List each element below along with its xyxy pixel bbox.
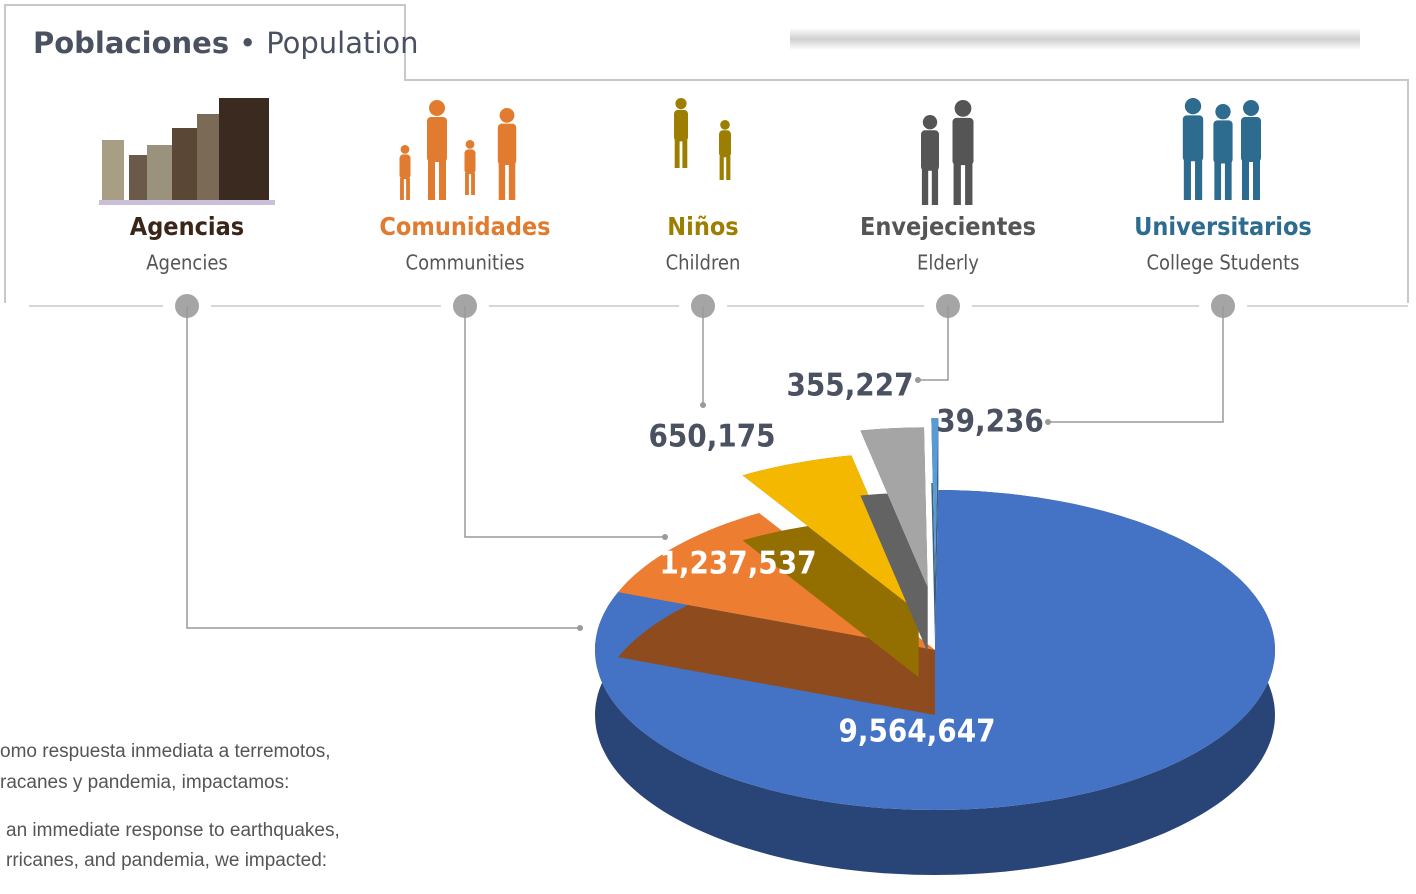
- icon-part: [1225, 162, 1232, 200]
- category-label: Niños: [667, 212, 738, 241]
- icon-part: [720, 120, 730, 130]
- icon-part: [922, 169, 928, 205]
- category-label: Envejecientes: [860, 212, 1036, 241]
- connector-end: [577, 625, 583, 631]
- icon-part: [1184, 159, 1191, 200]
- icon-part: [932, 169, 938, 205]
- icon-part: [1214, 162, 1221, 200]
- icon-part: [1253, 160, 1260, 200]
- icon-part: [99, 200, 275, 205]
- icon-part: [427, 117, 447, 162]
- icon-part: [465, 173, 469, 195]
- text-line: racanes y pandemia, impactamos:: [0, 772, 289, 793]
- icon-part: [675, 98, 686, 109]
- category-label-en: Children: [666, 251, 741, 275]
- value-label: 9,564,647: [838, 714, 995, 750]
- icon-part: [1195, 159, 1202, 200]
- icon-part: [954, 163, 961, 205]
- icon-part: [429, 100, 445, 116]
- icon-part: [1215, 104, 1230, 119]
- icon-part: [682, 140, 687, 168]
- category-label: Comunidades: [379, 212, 550, 241]
- icon-part: [147, 145, 175, 200]
- icon-part: [129, 155, 149, 200]
- icon-part: [465, 149, 476, 174]
- value-label: 355,227: [786, 368, 913, 404]
- decorative-shadow: [790, 28, 1360, 50]
- category-label-en: College Students: [1146, 251, 1299, 275]
- text-line: rricanes, and pandemia, we impacted:: [6, 850, 327, 871]
- icon-part: [401, 145, 410, 154]
- icon-part: [1183, 115, 1203, 161]
- category-label-en: Communities: [406, 251, 525, 275]
- connector: [1048, 306, 1223, 422]
- value-label: 1,237,537: [659, 546, 816, 582]
- text-line: omo respuesta inmediata a terremotos,: [0, 741, 331, 762]
- category-label: Agencias: [130, 212, 244, 241]
- icon-part: [500, 108, 515, 123]
- category-label-en: Agencies: [146, 251, 228, 275]
- icon-part: [428, 160, 435, 200]
- category-label: Universitarios: [1134, 212, 1312, 241]
- icon-part: [1185, 98, 1201, 114]
- icon-part: [955, 100, 972, 117]
- connector-end: [662, 534, 668, 540]
- tab-title-es: Poblaciones: [33, 26, 229, 60]
- category-item: [674, 98, 731, 180]
- icon-part: [675, 140, 680, 168]
- icon-part: [498, 124, 516, 165]
- connector-end: [700, 402, 706, 408]
- category-item: [921, 100, 974, 205]
- icon-part: [719, 130, 731, 157]
- category-item: [400, 100, 517, 200]
- icon-part: [720, 156, 724, 180]
- icon-part: [1242, 160, 1249, 200]
- icon-part: [965, 163, 972, 205]
- icon-part: [471, 173, 475, 195]
- category-label-en: Elderly: [917, 251, 979, 275]
- value-label: 39,236: [936, 404, 1044, 440]
- icon-part: [102, 140, 124, 200]
- icon-part: [953, 118, 974, 165]
- icon-part: [1241, 117, 1261, 162]
- description: omo respuesta inmediata a terremotos, ra…: [0, 741, 340, 871]
- icon-part: [400, 154, 411, 179]
- icon-part: [921, 130, 939, 171]
- icon-part: [1213, 120, 1232, 163]
- category-item: [99, 98, 275, 205]
- icon-part: [406, 178, 410, 200]
- icon-part: [1243, 100, 1259, 116]
- icon-part: [400, 178, 404, 200]
- tab-title: Poblaciones • Population: [33, 26, 419, 60]
- text-line: an immediate response to earthquakes,: [6, 820, 340, 841]
- icon-part: [674, 110, 688, 141]
- connector: [187, 306, 580, 628]
- icon-part: [509, 163, 515, 200]
- icon-part: [726, 156, 730, 180]
- connector: [465, 306, 665, 537]
- value-label: 650,175: [648, 419, 775, 455]
- icon-part: [499, 163, 505, 200]
- separator: •: [239, 26, 256, 60]
- icon-part: [219, 98, 269, 200]
- connector-end: [915, 377, 921, 383]
- icon-part: [439, 160, 446, 200]
- connector-end: [1045, 419, 1051, 425]
- category-item: [1183, 98, 1261, 200]
- icon-part: [197, 114, 219, 200]
- icon-part: [923, 115, 937, 129]
- icon-part: [466, 140, 475, 149]
- tab-title-en: Population: [266, 26, 418, 60]
- infographic: Poblaciones • Population omo respuesta inm…: [0, 0, 1416, 894]
